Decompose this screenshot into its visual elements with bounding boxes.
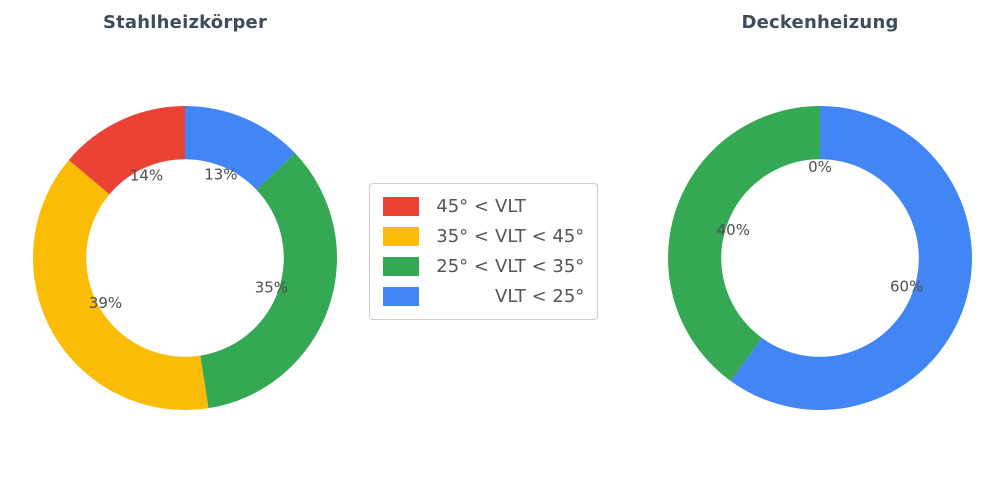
percent-label: 40% — [717, 221, 750, 239]
percent-label: 35% — [255, 279, 288, 297]
percent-label: 13% — [204, 165, 237, 183]
legend-item-vlt-lt-25: VLT < 25° — [383, 283, 584, 310]
legend-item-35-lt-vlt-lt-45: 35° < VLT < 45° — [383, 223, 584, 250]
donut-chart-stahlheizkoerper: 14% 39% 35% 13% — [33, 106, 338, 411]
percent-label: 60% — [890, 277, 923, 295]
legend-label: VLT < 35° — [495, 256, 585, 277]
chart-title-stahlheizkoerper: Stahlheizkörper — [102, 12, 268, 33]
legend-swatch-green — [383, 257, 419, 276]
chart-title-deckenheizung: Deckenheizung — [741, 12, 899, 33]
donut-segment — [730, 106, 973, 411]
donut-segment — [200, 153, 338, 409]
legend-label: VLT — [495, 196, 526, 217]
donut-chart-deckenheizung: 0% 40% 60% — [668, 106, 973, 411]
percent-label: 0% — [808, 158, 832, 176]
donut-segment — [68, 106, 185, 195]
donut-segment — [185, 106, 295, 190]
legend-item-25-lt-vlt-lt-35: 25° < VLT < 35° — [383, 253, 584, 280]
percent-label: 39% — [89, 294, 122, 312]
legend-label-prefix: 45° < — [436, 196, 489, 217]
legend: 45° < VLT 35° < VLT < 45° 25° < VLT < 35… — [369, 183, 599, 320]
legend-label-prefix: 25° < — [436, 256, 489, 277]
legend-label-prefix: 35° < — [436, 226, 489, 247]
donut-segment — [33, 160, 209, 411]
legend-label: VLT < 25° — [495, 286, 585, 307]
legend-item-45-lt-vlt: 45° < VLT — [383, 193, 584, 220]
legend-swatch-blue — [383, 287, 419, 306]
percent-label: 14% — [130, 167, 163, 185]
donut-segment — [668, 106, 820, 381]
legend-label: VLT < 45° — [495, 226, 585, 247]
legend-swatch-red — [383, 197, 419, 216]
legend-swatch-yellow — [383, 227, 419, 246]
